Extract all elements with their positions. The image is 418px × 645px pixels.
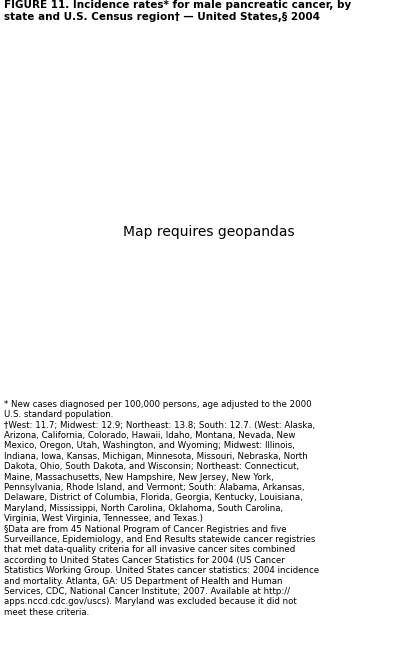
Text: * New cases diagnosed per 100,000 persons, age adjusted to the 2000
U.S. standar: * New cases diagnosed per 100,000 person… <box>4 400 319 617</box>
Text: Map requires geopandas: Map requires geopandas <box>123 225 295 239</box>
Text: FIGURE 11. Incidence rates* for male pancreatic cancer, by
state and U.S. Census: FIGURE 11. Incidence rates* for male pan… <box>4 0 352 21</box>
